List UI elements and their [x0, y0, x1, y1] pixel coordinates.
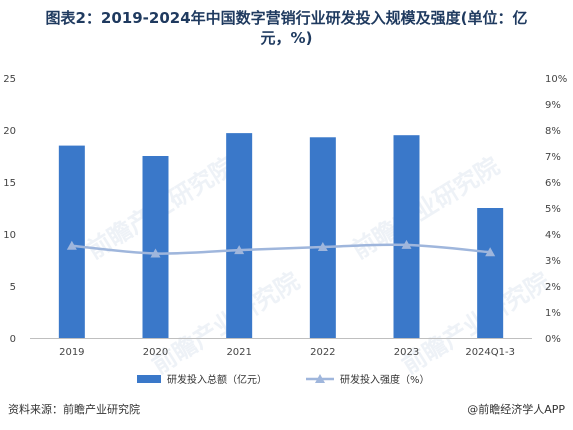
y-right-tick-label: 6%: [545, 178, 561, 189]
y-right-tick-label: 5%: [545, 204, 561, 215]
y-right-tick-label: 4%: [545, 230, 561, 241]
watermark-text: 前瞻产业研究院: [397, 267, 554, 380]
bar: [142, 156, 169, 338]
line-point: [150, 248, 161, 258]
line-point: [317, 242, 328, 251]
line-point: [401, 239, 412, 249]
y-right-tick-label: 8%: [545, 126, 561, 137]
legend-swatch-marker: [315, 374, 325, 383]
y-axis-right: 0% 1% 2% 3% 4% 5% 6% 7% 8% 9% 10%: [545, 74, 567, 345]
x-tick-label: 2023: [394, 347, 419, 358]
y-right-tick-label: 3%: [545, 256, 561, 267]
bar: [309, 137, 336, 338]
line-point: [66, 240, 77, 250]
x-tick-label: 2024Q1-3: [465, 347, 515, 358]
x-tick-label: 2020: [143, 347, 168, 358]
y-right-tick-label: 1%: [545, 308, 561, 319]
brand-label: @前瞻经济学人APP: [467, 403, 565, 416]
y-axis-left: 0 5 10 15 20 25: [3, 74, 16, 345]
x-tick-label: 2022: [310, 347, 335, 358]
chart-title-line1: 图表2：2019-2024年中国数字营销行业研发投入规模及强度(单位：亿: [45, 9, 528, 27]
bar: [393, 135, 420, 338]
x-tick-label: 2021: [226, 347, 251, 358]
y-right-tick-label: 9%: [545, 100, 561, 111]
y-right-tick-label: 2%: [545, 282, 561, 293]
y-left-tick-label: 10: [3, 230, 16, 241]
line-point: [485, 247, 496, 257]
legend-swatch-bar: [137, 375, 161, 383]
y-left-tick-label: 15: [3, 178, 16, 189]
legend: 研发投入总额（亿元） 研发投入强度（%）: [137, 373, 430, 386]
y-left-tick-label: 0: [10, 334, 16, 345]
bar: [226, 133, 253, 338]
x-tick-label: 2019: [59, 347, 84, 358]
line-series: [66, 239, 496, 258]
y-right-tick-label: 0%: [545, 334, 561, 345]
y-left-tick-label: 20: [3, 126, 16, 137]
legend-label-line: 研发投入强度（%）: [340, 373, 430, 386]
chart-title-line2: 元，%): [260, 29, 313, 47]
y-right-tick-label: 10%: [545, 74, 567, 85]
line-path: [71, 243, 491, 255]
bar: [477, 208, 504, 338]
chart-area: 前瞻产业研究院前瞻产业研究院前瞻产业研究院前瞻产业研究院 20192020202…: [3, 74, 567, 386]
y-left-tick-label: 5: [10, 282, 16, 293]
chart-title: 图表2：2019-2024年中国数字营销行业研发投入规模及强度(单位：亿 元，%…: [0, 8, 573, 48]
bar-series: [58, 133, 504, 338]
x-axis: 2019 2020 2021 2022 2023 2024Q1-3: [30, 338, 532, 358]
y-right-tick-label: 7%: [545, 152, 561, 163]
legend-label-bar: 研发投入总额（亿元）: [167, 373, 267, 386]
watermark-text: 前瞻产业研究院: [147, 267, 304, 380]
y-left-tick-label: 25: [3, 74, 16, 85]
line-point: [234, 245, 245, 255]
source-note: 资料来源：前瞻产业研究院: [8, 403, 140, 416]
